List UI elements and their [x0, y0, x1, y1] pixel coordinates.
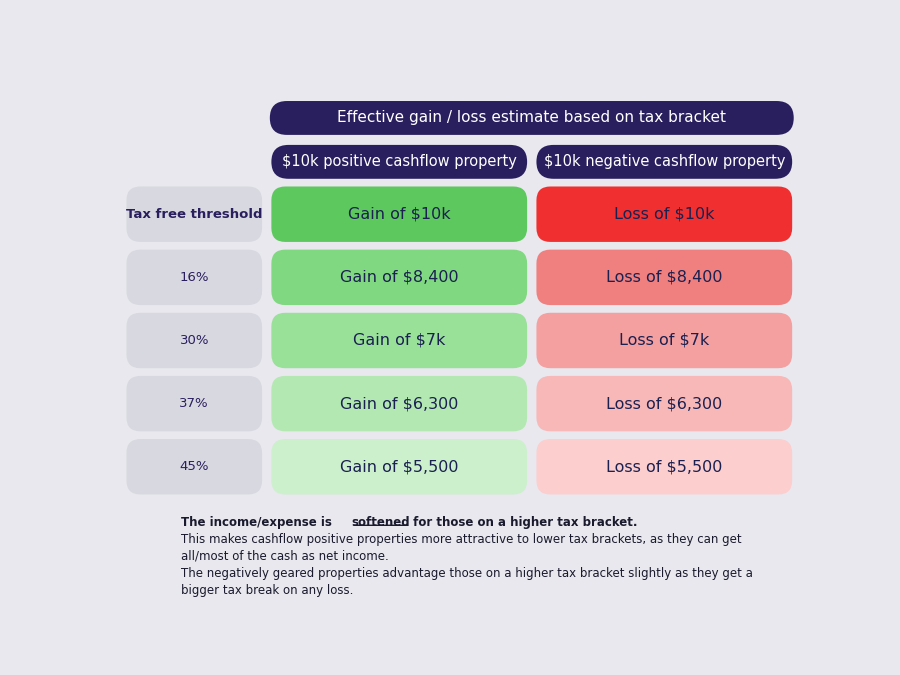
FancyBboxPatch shape — [126, 313, 262, 368]
Text: 45%: 45% — [179, 460, 209, 473]
Text: Loss of $5,500: Loss of $5,500 — [606, 459, 723, 475]
Text: softened: softened — [351, 516, 410, 529]
FancyBboxPatch shape — [272, 439, 527, 495]
FancyBboxPatch shape — [272, 250, 527, 305]
FancyBboxPatch shape — [536, 145, 792, 179]
Text: bigger tax break on any loss.: bigger tax break on any loss. — [181, 584, 353, 597]
Text: Loss of $6,300: Loss of $6,300 — [607, 396, 723, 411]
FancyBboxPatch shape — [126, 250, 262, 305]
Text: 30%: 30% — [179, 334, 209, 347]
Text: Gain of $6,300: Gain of $6,300 — [340, 396, 458, 411]
Text: The negatively geared properties advantage those on a higher tax bracket slightl: The negatively geared properties advanta… — [181, 567, 752, 580]
FancyBboxPatch shape — [126, 439, 262, 495]
Text: all/most of the cash as net income.: all/most of the cash as net income. — [181, 550, 389, 563]
Text: Gain of $8,400: Gain of $8,400 — [340, 270, 459, 285]
Text: Effective gain / loss estimate based on tax bracket: Effective gain / loss estimate based on … — [338, 111, 726, 126]
Text: Loss of $10k: Loss of $10k — [614, 207, 715, 221]
Text: Tax free threshold: Tax free threshold — [126, 208, 263, 221]
FancyBboxPatch shape — [126, 376, 262, 431]
FancyBboxPatch shape — [270, 101, 794, 135]
Text: $10k positive cashflow property: $10k positive cashflow property — [282, 155, 517, 169]
Text: Gain of $7k: Gain of $7k — [353, 333, 446, 348]
FancyBboxPatch shape — [536, 439, 792, 495]
FancyBboxPatch shape — [272, 313, 527, 368]
Text: Gain of $5,500: Gain of $5,500 — [340, 459, 458, 475]
Text: The income/expense is: The income/expense is — [181, 516, 336, 529]
FancyBboxPatch shape — [536, 186, 792, 242]
Text: $10k negative cashflow property: $10k negative cashflow property — [544, 155, 785, 169]
Text: 37%: 37% — [179, 397, 209, 410]
Text: Gain of $10k: Gain of $10k — [348, 207, 451, 221]
Text: for those on a higher tax bracket.: for those on a higher tax bracket. — [410, 516, 638, 529]
FancyBboxPatch shape — [536, 376, 792, 431]
Text: This makes cashflow positive properties more attractive to lower tax brackets, a: This makes cashflow positive properties … — [181, 533, 742, 546]
FancyBboxPatch shape — [536, 313, 792, 368]
FancyBboxPatch shape — [272, 186, 527, 242]
FancyBboxPatch shape — [272, 376, 527, 431]
FancyBboxPatch shape — [126, 186, 262, 242]
FancyBboxPatch shape — [536, 250, 792, 305]
Text: 16%: 16% — [179, 271, 209, 284]
Text: Loss of $8,400: Loss of $8,400 — [606, 270, 723, 285]
Text: Loss of $7k: Loss of $7k — [619, 333, 709, 348]
FancyBboxPatch shape — [272, 145, 527, 179]
